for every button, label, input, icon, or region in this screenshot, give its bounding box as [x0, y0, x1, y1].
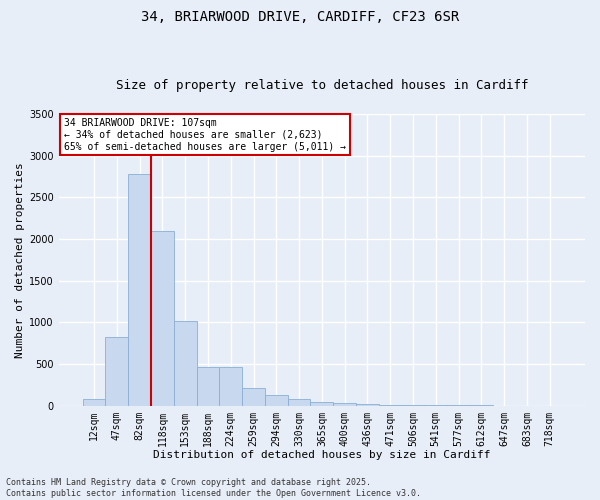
Bar	[197, 368, 220, 406]
Title: Size of property relative to detached houses in Cardiff: Size of property relative to detached ho…	[116, 79, 528, 92]
Bar	[106, 338, 128, 406]
Text: Contains HM Land Registry data © Crown copyright and database right 2025.
Contai: Contains HM Land Registry data © Crown c…	[6, 478, 421, 498]
Bar	[356, 404, 379, 406]
Bar	[220, 368, 242, 406]
Y-axis label: Number of detached properties: Number of detached properties	[15, 162, 25, 358]
Text: 34, BRIARWOOD DRIVE, CARDIFF, CF23 6SR: 34, BRIARWOOD DRIVE, CARDIFF, CF23 6SR	[141, 10, 459, 24]
Bar	[401, 405, 424, 406]
Bar	[379, 404, 401, 406]
Text: 34 BRIARWOOD DRIVE: 107sqm
← 34% of detached houses are smaller (2,623)
65% of s: 34 BRIARWOOD DRIVE: 107sqm ← 34% of deta…	[64, 118, 346, 152]
Bar	[128, 174, 151, 406]
Bar	[333, 403, 356, 406]
X-axis label: Distribution of detached houses by size in Cardiff: Distribution of detached houses by size …	[153, 450, 491, 460]
Bar	[288, 399, 310, 406]
Bar	[310, 402, 333, 406]
Bar	[242, 388, 265, 406]
Bar	[265, 395, 288, 406]
Bar	[83, 400, 106, 406]
Bar	[151, 230, 174, 406]
Bar	[174, 320, 197, 406]
